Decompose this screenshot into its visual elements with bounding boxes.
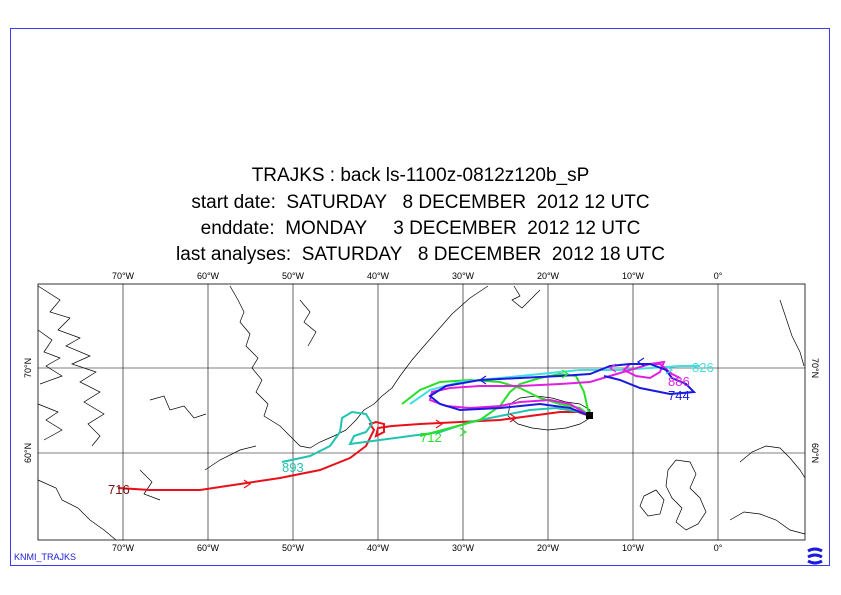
lon-label: 30°W	[452, 543, 475, 553]
trajectory-label-826: 826	[692, 360, 714, 375]
lon-label: 60°W	[197, 543, 220, 553]
end-date-line: enddate: MONDAY 3 DECEMBER 2012 12 UTC	[200, 218, 641, 239]
trajectory-label-716: 716	[108, 482, 130, 497]
trajectory-716	[117, 411, 591, 491]
trajectory-744	[428, 363, 697, 417]
lon-label: 50°W	[282, 543, 305, 553]
lon-label: 20°W	[537, 543, 560, 553]
lat-label: 70°N	[23, 358, 33, 378]
lon-label: 0°	[714, 271, 723, 281]
coastlines	[37, 285, 806, 541]
lon-label: 50°W	[282, 271, 305, 281]
lat-label: 70°N	[810, 358, 820, 378]
lon-label: 40°W	[367, 543, 390, 553]
trajectory-label-886: 886	[668, 374, 690, 389]
lon-label: 0°	[714, 543, 723, 553]
lon-label: 10°W	[622, 271, 645, 281]
lon-label: 10°W	[622, 543, 645, 553]
arrow-marker	[665, 365, 674, 375]
plot-frame	[10, 28, 830, 566]
arrow-marker	[509, 413, 518, 423]
last-analyses-line: last analyses: SATURDAY 8 DECEMBER 2012 …	[176, 244, 665, 265]
arrow-marker	[636, 357, 645, 367]
lon-label: 30°W	[452, 271, 475, 281]
trajectory-893	[281, 406, 591, 463]
arrow-marker	[608, 363, 617, 373]
arrow-marker	[561, 369, 570, 379]
lon-label: 70°W	[112, 543, 135, 553]
lon-label: 70°W	[112, 271, 135, 281]
trajectories	[117, 360, 700, 491]
start-date-line: start date: SATURDAY 8 DECEMBER 2012 12 …	[191, 192, 650, 213]
trajectory-886	[428, 360, 681, 417]
trajectory-label-712: 712	[420, 430, 442, 445]
trajectory-label-893: 893	[282, 460, 304, 475]
arrow-marker	[459, 427, 468, 437]
title-line: TRAJKS : back ls-1100z-0812z120b_sP	[251, 165, 590, 186]
lon-label: 40°W	[367, 271, 390, 281]
source-label: KNMI_TRAJKS	[14, 552, 77, 562]
lat-label: 60°N	[810, 443, 820, 463]
arrow-marker	[478, 375, 487, 385]
ecmwf-logo-icon	[807, 547, 823, 565]
arrow-marker	[243, 479, 252, 489]
trajectory-start-marker	[586, 412, 593, 419]
trajectory-label-744: 744	[668, 388, 690, 403]
lon-label: 20°W	[537, 271, 560, 281]
trajectory-arrows	[243, 357, 674, 489]
lat-label: 60°N	[23, 443, 33, 463]
graticule	[38, 284, 805, 540]
map-border	[37, 283, 806, 541]
arrow-marker	[435, 419, 444, 429]
lon-label: 60°W	[197, 271, 220, 281]
